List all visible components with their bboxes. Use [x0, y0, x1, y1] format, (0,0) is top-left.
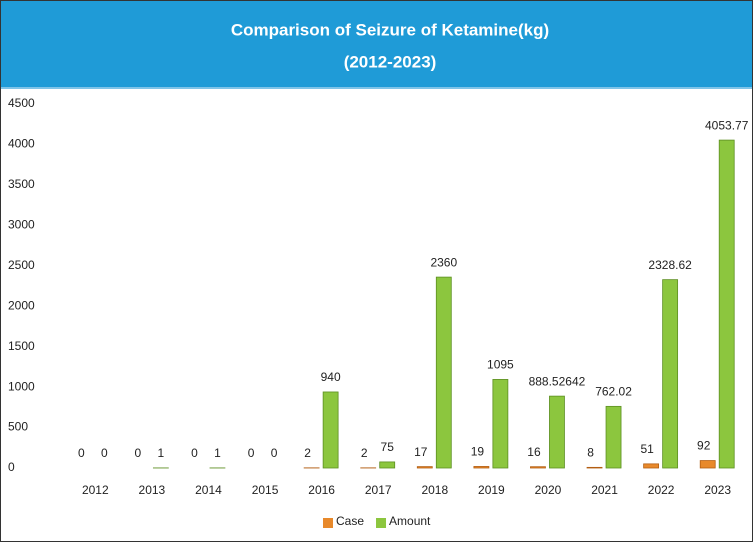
- data-label: 1095: [487, 358, 514, 372]
- data-label: 2328.62: [648, 258, 692, 272]
- chart-title: Comparison of Seizure of Ketamine(kg): [231, 20, 549, 39]
- y-tick-label: 500: [8, 420, 28, 434]
- data-label: 51: [640, 442, 654, 456]
- data-label: 0: [101, 446, 108, 460]
- x-tick-label: 2020: [535, 483, 562, 497]
- data-label: 92: [697, 439, 711, 453]
- x-tick-label: 2019: [478, 483, 505, 497]
- y-tick-label: 2000: [8, 298, 35, 312]
- bar: [379, 461, 396, 469]
- data-label: 0: [78, 446, 85, 460]
- data-label: 1: [158, 446, 165, 460]
- bar: [322, 391, 339, 469]
- x-tick-label: 2016: [308, 483, 335, 497]
- data-label: 19: [471, 445, 485, 459]
- legend-swatch: [376, 518, 387, 528]
- data-label: 1: [214, 446, 221, 460]
- bar: [435, 276, 452, 469]
- y-tick-label: 4500: [8, 96, 35, 110]
- bar: [718, 139, 735, 469]
- data-label: 2: [304, 446, 311, 460]
- y-tick-label: 1500: [8, 339, 35, 353]
- data-label: 2: [361, 446, 368, 460]
- bar: [549, 395, 565, 469]
- data-label: 75: [381, 440, 395, 454]
- bar: [586, 466, 603, 469]
- data-label: 4053.77: [705, 118, 749, 132]
- title-banner: [1, 1, 752, 87]
- bar: [699, 460, 716, 469]
- x-tick-label: 2022: [648, 483, 675, 497]
- data-label: 0: [191, 446, 198, 460]
- y-tick-label: 0: [8, 460, 15, 474]
- x-tick-label: 2017: [365, 483, 392, 497]
- legend-label: Amount: [389, 514, 431, 528]
- bar: [473, 466, 490, 469]
- y-tick-label: 3500: [8, 177, 35, 191]
- y-tick-label: 4000: [8, 137, 35, 151]
- data-label: 8: [587, 446, 594, 460]
- data-label: 888.52642: [529, 374, 586, 388]
- y-tick-label: 2500: [8, 258, 35, 272]
- data-label: 0: [248, 446, 255, 460]
- x-tick-label: 2021: [591, 483, 618, 497]
- bar: [492, 379, 509, 469]
- y-tick-label: 3000: [8, 218, 35, 232]
- x-tick-label: 2018: [421, 483, 448, 497]
- data-label: 17: [414, 445, 428, 459]
- data-label: 940: [321, 370, 341, 384]
- bar: [643, 463, 660, 469]
- chart-subtitle: (2012-2023): [344, 52, 437, 71]
- data-label: 762.02: [595, 385, 632, 399]
- data-label: 0: [135, 446, 142, 460]
- bar: [530, 466, 546, 469]
- y-tick-label: 1000: [8, 379, 35, 393]
- bar: [416, 466, 433, 469]
- bar: [662, 279, 679, 469]
- legend-swatch: [323, 518, 333, 528]
- legend-label: Case: [336, 514, 364, 528]
- data-label: 16: [527, 445, 541, 459]
- data-label: 2360: [430, 255, 457, 269]
- x-tick-label: 2014: [195, 483, 222, 497]
- x-tick-label: 2015: [252, 483, 279, 497]
- data-label: 0: [271, 446, 278, 460]
- x-tick-label: 2013: [139, 483, 166, 497]
- bar: [605, 405, 622, 469]
- x-tick-label: 2023: [704, 483, 731, 497]
- x-tick-label: 2012: [82, 483, 109, 497]
